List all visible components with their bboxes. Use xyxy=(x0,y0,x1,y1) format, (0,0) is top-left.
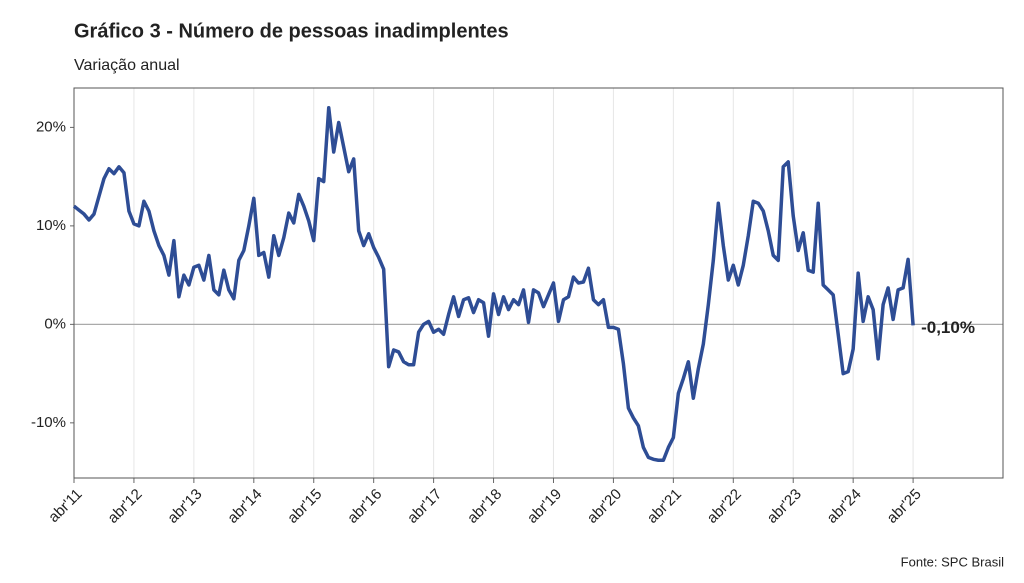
x-tick-label: abr'25 xyxy=(884,486,925,527)
x-tick-label: abr'13 xyxy=(164,486,205,527)
series-line xyxy=(72,105,915,463)
x-tick-label: abr'22 xyxy=(704,486,745,527)
x-tick-label: abr'21 xyxy=(644,486,685,527)
x-tick-label: abr'15 xyxy=(284,486,325,527)
y-tick-label: 20% xyxy=(36,118,66,135)
x-tick-label: abr'11 xyxy=(45,486,85,526)
plot-border xyxy=(73,87,1004,479)
y-tick-label: -10% xyxy=(31,414,66,431)
x-tick-label: abr'24 xyxy=(824,486,865,527)
x-tick-label: abr'20 xyxy=(584,486,625,527)
x-tick-label: abr'12 xyxy=(104,486,145,527)
x-tick-label: abr'19 xyxy=(524,486,565,527)
chart-subtitle: Variação anual xyxy=(74,57,180,74)
annotation: -0,10% xyxy=(921,318,975,337)
x-tick-label: abr'18 xyxy=(464,486,505,527)
y-tick-label: 10% xyxy=(36,217,66,234)
y-tick-label: 0% xyxy=(44,315,66,332)
x-tick-label: abr'23 xyxy=(764,486,805,527)
x-tick-label: abr'14 xyxy=(224,486,265,527)
x-tick-label: abr'16 xyxy=(344,486,385,527)
x-tick-label: abr'17 xyxy=(404,486,445,527)
source: Fonte: SPC Brasil xyxy=(901,554,1004,569)
chart-title: Gráfico 3 - Número de pessoas inadimplen… xyxy=(74,20,509,42)
